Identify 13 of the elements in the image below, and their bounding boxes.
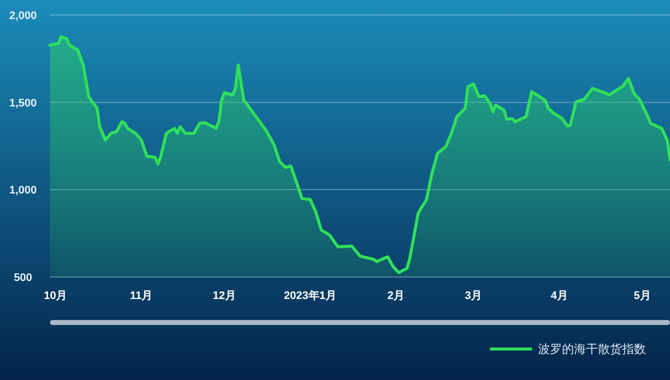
y-tick-label: 1,000 (9, 184, 37, 197)
y-tick-label: 1,500 (9, 97, 37, 110)
x-tick-label: 2月 (387, 290, 405, 302)
x-tick-label: 12月 (212, 290, 236, 302)
x-tick-label: 5月 (634, 290, 651, 302)
x-tick-label: 10月 (44, 290, 68, 302)
x-tick-label: 4月 (550, 290, 568, 302)
x-tick-label: 3月 (464, 290, 482, 302)
y-tick-label: 2,000 (9, 10, 37, 22)
y-tick-label: 500 (14, 272, 32, 284)
x-tick-label: 11月 (130, 290, 153, 302)
legend-label: 波罗的海干散货指数 (538, 342, 646, 356)
x-tick-label: 2023年1月 (284, 289, 336, 302)
